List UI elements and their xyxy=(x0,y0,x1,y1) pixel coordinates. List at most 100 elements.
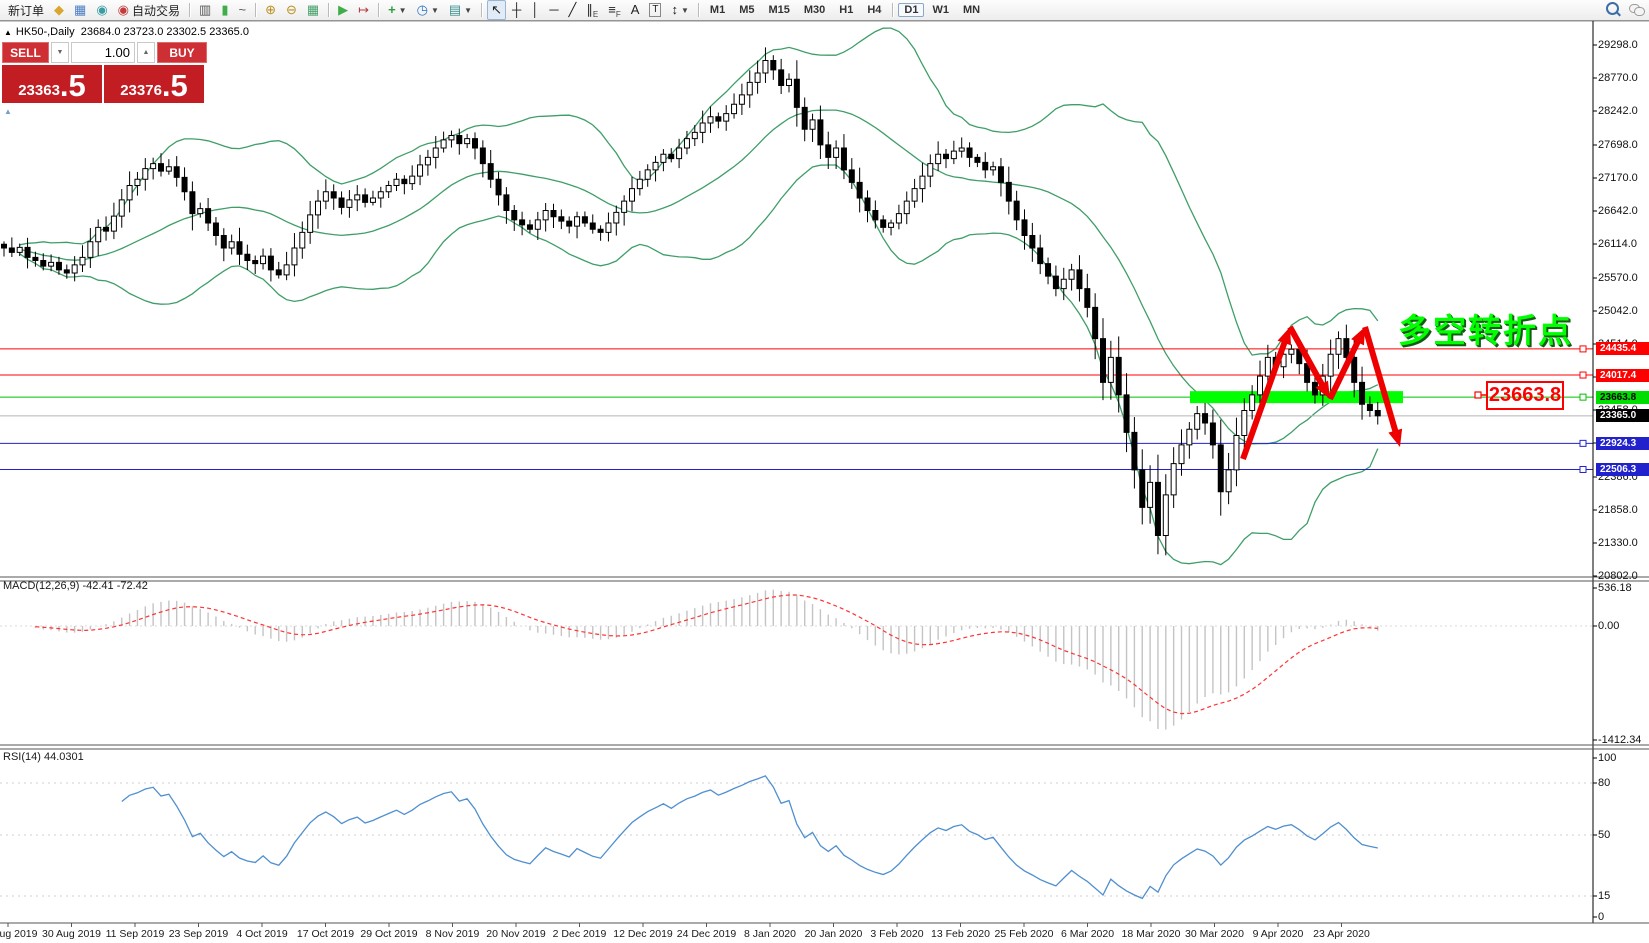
date-axis-label: 20 Aug 2019 xyxy=(0,928,38,940)
toolbar-separator xyxy=(892,3,894,17)
buy-price[interactable]: 23376.5 xyxy=(104,65,204,103)
timeframe-m15[interactable]: M15 xyxy=(768,4,790,16)
chat-icon[interactable] xyxy=(1629,3,1645,16)
indicator-scale-label: 100 xyxy=(1598,752,1617,764)
sell-button[interactable]: SELL xyxy=(2,42,49,63)
date-axis-label: 30 Aug 2019 xyxy=(42,928,101,940)
date-axis-label: 2 Dec 2019 xyxy=(552,928,607,940)
cursor-tool-icon[interactable]: ↖ xyxy=(487,0,506,20)
date-axis-label: 23 Apr 2020 xyxy=(1313,928,1370,940)
add-indicator-icon[interactable]: + ▼ xyxy=(388,2,407,17)
date-axis-label: 17 Oct 2019 xyxy=(296,928,355,940)
indicator-scale-label: 536.18 xyxy=(1598,582,1632,594)
date-axis-label: 20 Nov 2019 xyxy=(486,928,546,940)
volume-step-up[interactable]: ▲ xyxy=(137,42,155,63)
crosshair-tool-icon[interactable]: ┼ xyxy=(511,2,522,17)
date-axis-label: 8 Jan 2020 xyxy=(744,928,796,940)
templates-icon[interactable]: ▤ ▼ xyxy=(448,2,473,17)
autotrading-button[interactable]: ◉ 自动交易 xyxy=(117,2,181,18)
candlestick-chart-icon[interactable]: ▮ xyxy=(221,2,229,17)
symbol-title: HK50-,Daily xyxy=(15,26,75,38)
toolbar-separator xyxy=(481,3,483,17)
timeframe-h4[interactable]: H4 xyxy=(867,4,882,16)
toolbar-separator xyxy=(378,3,380,17)
periods-clock-icon[interactable]: ◷ ▼ xyxy=(416,2,439,17)
arrows-tool-icon[interactable]: ↕ ▼ xyxy=(671,2,689,17)
chart-shift-icon[interactable]: ↦ xyxy=(358,2,370,17)
date-axis-label: 13 Feb 2020 xyxy=(931,928,990,940)
indicator-scale-label: 0.00 xyxy=(1598,620,1620,632)
auto-scroll-icon[interactable]: ▶ xyxy=(338,2,349,17)
price-axis-tick: 21330.0 xyxy=(1598,537,1638,549)
date-axis-label: 18 Mar 2020 xyxy=(1121,928,1181,940)
date-axis-label: 9 Apr 2020 xyxy=(1252,928,1304,940)
market-watch-icon[interactable]: ◆ xyxy=(54,2,65,17)
timeframe-m1[interactable]: M1 xyxy=(709,4,726,16)
timeframe-m5[interactable]: M5 xyxy=(739,4,755,16)
chart-collapse-icon[interactable]: ▲ xyxy=(4,28,12,37)
tile-windows-icon[interactable]: ▦ xyxy=(306,2,320,17)
chart-window-icon[interactable]: ▦ xyxy=(74,2,87,17)
date-axis-label: 20 Jan 2020 xyxy=(804,928,863,940)
trendline-tool-icon[interactable]: ╱ xyxy=(568,2,577,17)
price-axis-tick: 25042.0 xyxy=(1598,305,1638,317)
indicator-scale-label: -1412.34 xyxy=(1598,734,1642,746)
price-tag-23365.0: 23365.0 xyxy=(1596,409,1649,423)
zigzag-annotation xyxy=(1240,325,1486,461)
text-label-tool-icon[interactable]: T xyxy=(645,1,665,19)
search-icon[interactable] xyxy=(1606,2,1619,15)
price-tag-23663.8: 23663.8 xyxy=(1596,390,1649,404)
indicator-scale-label: 80 xyxy=(1598,777,1611,789)
line-chart-icon[interactable]: ~ xyxy=(238,2,247,17)
date-axis-label: 4 Oct 2019 xyxy=(236,928,288,940)
annotation-text[interactable]: 多空转折点 xyxy=(1398,312,1573,349)
volume-step-down[interactable]: ▼ xyxy=(51,42,69,63)
signals-icon[interactable]: ◉ xyxy=(96,2,108,17)
timeframe-mn[interactable]: MN xyxy=(962,4,981,16)
horizontal-line-tool-icon[interactable]: ─ xyxy=(549,2,559,17)
date-axis-label: 29 Oct 2019 xyxy=(360,928,418,940)
toolbar: 新订单 ◆ ▦ ◉ ◉ 自动交易 ▥ ▮ ~ ⊕ ⊖ ▦ ▶ ↦ + ▼ ◷ ▼ ▤ ▼ ↖ ┼ │ ─ ╱ ∥ E ≡ F A T ↕ ▼ M1… xyxy=(0,0,1649,21)
volume-input[interactable] xyxy=(71,42,135,63)
indicator-scale-label: 0 xyxy=(1598,911,1605,923)
support-band[interactable] xyxy=(1190,391,1403,404)
timeframe-d1[interactable]: D1 xyxy=(898,3,925,17)
main-chart-pane xyxy=(0,27,1593,566)
vertical-line-tool-icon[interactable]: │ xyxy=(531,2,540,17)
fibonacci-tool-icon[interactable]: ≡ F xyxy=(608,2,621,19)
date-axis-label: 11 Sep 2019 xyxy=(105,928,165,940)
price-tag-24435.4: 24435.4 xyxy=(1596,342,1649,356)
zoom-in-icon[interactable]: ⊕ xyxy=(265,2,276,17)
buy-button[interactable]: BUY xyxy=(157,42,207,63)
date-axis-label: 25 Feb 2020 xyxy=(994,928,1054,940)
price-axis-tick: 28242.0 xyxy=(1598,105,1638,117)
price-axis-tick: 29298.0 xyxy=(1598,39,1638,51)
price-tag-24017.4: 24017.4 xyxy=(1596,368,1649,382)
timeframe-w1[interactable]: W1 xyxy=(932,4,949,16)
equidistant-channel-tool-icon[interactable]: ∥ E xyxy=(586,2,599,19)
bar-chart-icon[interactable]: ▥ xyxy=(199,2,212,17)
sell-price[interactable]: 23363.5 xyxy=(2,65,102,103)
zoom-out-icon[interactable]: ⊖ xyxy=(285,2,297,17)
timeframe-m30[interactable]: M30 xyxy=(803,4,826,16)
annotation-price-box[interactable]: 23663.8 xyxy=(1486,381,1564,410)
price-axis-tick: 27698.0 xyxy=(1598,139,1638,151)
toolbar-separator xyxy=(189,3,191,17)
macd-label: MACD(12,26,9) -42.41 -72.42 xyxy=(3,580,148,592)
toolbar-separator xyxy=(328,3,330,17)
date-axis-label: 24 Dec 2019 xyxy=(676,928,737,940)
date-axis-label: 3 Feb 2020 xyxy=(870,928,924,940)
date-axis-label: 23 Sep 2019 xyxy=(168,928,229,940)
new-order-button[interactable]: 新订单 xyxy=(8,3,45,18)
price-axis-tick: 20802.0 xyxy=(1598,570,1638,582)
date-axis-label: 6 Mar 2020 xyxy=(1060,928,1115,940)
text-tool-icon[interactable]: A xyxy=(630,2,640,17)
toolbar-separator xyxy=(255,3,257,17)
date-axis-label: 12 Dec 2019 xyxy=(613,928,673,940)
rsi-pane xyxy=(0,775,1593,900)
price-axis-tick: 25570.0 xyxy=(1598,272,1638,284)
panel-collapse-arrow[interactable]: ▲ xyxy=(4,107,12,116)
timeframe-h1[interactable]: H1 xyxy=(839,4,854,16)
